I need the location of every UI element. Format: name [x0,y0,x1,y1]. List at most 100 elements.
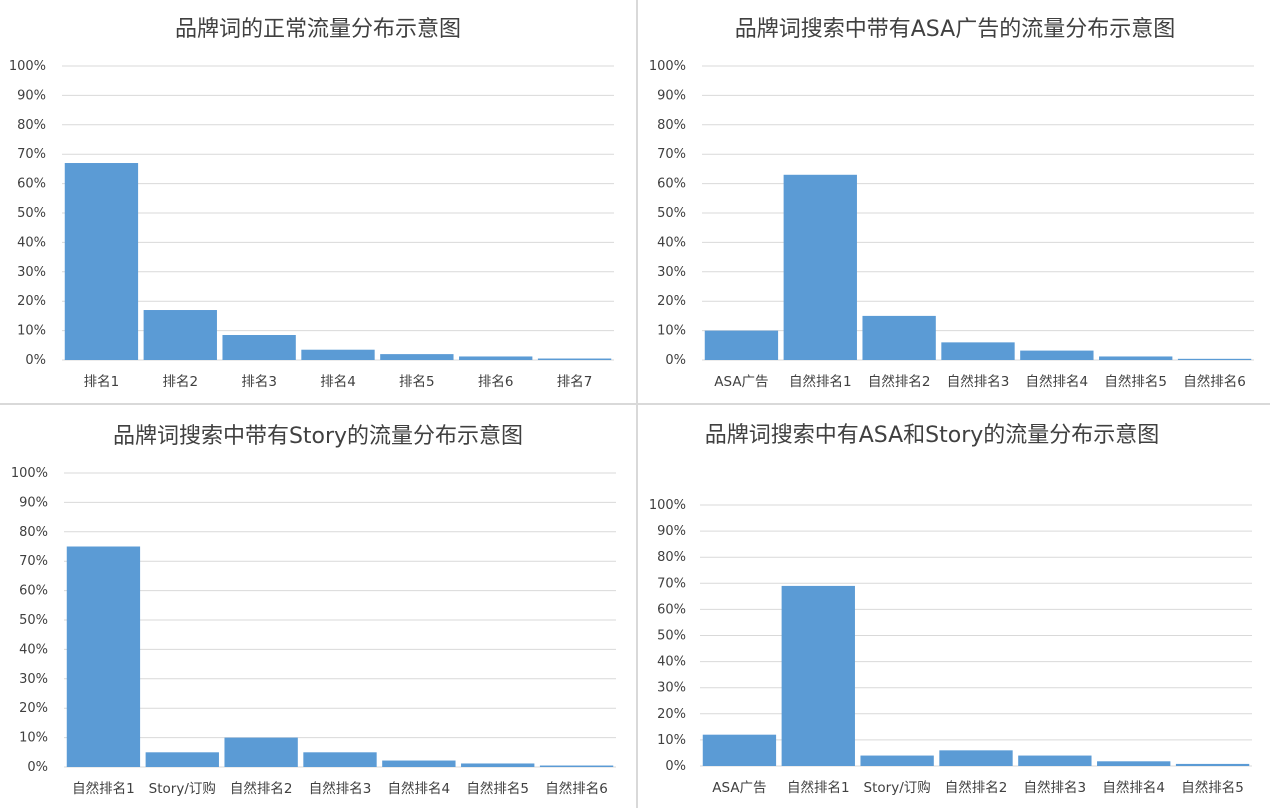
y-tick-label: 80% [657,550,686,565]
x-tick-label: 自然排名6 [1183,373,1246,390]
x-tick-label: 自然排名2 [868,373,931,390]
y-tick-label: 50% [657,206,686,221]
bar [224,737,298,767]
y-tick-label: 0% [665,759,686,774]
y-tick-label: 60% [19,584,48,599]
y-tick-label: 10% [17,324,46,339]
x-tick-label: 自然排名1 [787,779,850,796]
y-tick-label: 20% [19,701,48,716]
bar [461,763,535,767]
y-tick-label: 90% [657,524,686,539]
chart-title: 品牌词的正常流量分布示意图 [175,17,461,42]
y-tick-label: 30% [17,265,46,280]
bar [702,734,777,766]
y-tick-label: 20% [17,294,46,309]
y-tick-label: 40% [17,235,46,250]
y-tick-label: 60% [17,177,46,192]
x-tick-label: 排名1 [84,374,120,390]
bar [941,342,1015,360]
x-tick-label: 自然排名4 [1102,779,1165,796]
y-tick-label: 50% [19,613,48,628]
bar [303,752,377,767]
y-tick-label: 50% [657,629,686,644]
y-tick-label: 70% [657,576,686,591]
y-tick-label: 30% [657,681,686,696]
y-tick-label: 70% [657,147,686,162]
x-tick-label: 自然排名2 [230,780,293,797]
x-tick-label: 自然排名5 [466,780,529,797]
x-tick-label: ASA广告 [714,374,768,390]
y-tick-label: 100% [11,466,48,481]
y-tick-label: 80% [17,118,46,133]
y-tick-label: 60% [657,602,686,617]
bar [380,354,454,360]
bar [860,755,934,766]
x-tick-label: 排名6 [478,374,514,390]
bar [1175,763,1250,766]
y-tick-label: 70% [17,147,46,162]
y-tick-label: 100% [9,59,46,74]
x-tick-label: 排名3 [241,374,277,390]
bar [1097,761,1171,766]
x-tick-label: 自然排名3 [947,373,1010,390]
y-tick-label: 40% [657,235,686,250]
y-tick-label: 10% [657,733,686,748]
y-tick-label: 10% [657,324,686,339]
y-tick-label: 40% [657,655,686,670]
y-tick-label: 40% [19,642,48,657]
x-tick-label: 排名2 [162,374,198,390]
x-tick-label: 排名5 [399,374,435,390]
bar [781,585,855,766]
bar [1177,358,1252,360]
x-tick-label: ASA广告 [712,780,766,796]
x-tick-label: 自然排名4 [1026,373,1089,390]
x-tick-label: 排名7 [557,374,593,390]
bar [143,310,217,360]
y-tick-label: 0% [27,760,48,775]
bar [939,750,1013,766]
y-tick-label: 60% [657,177,686,192]
bar [537,358,612,360]
y-tick-label: 90% [657,88,686,103]
x-tick-label: 排名4 [320,374,356,390]
x-tick-label: 自然排名1 [789,373,852,390]
y-tick-label: 20% [657,707,686,722]
y-tick-label: 50% [17,206,46,221]
bar [862,315,936,360]
y-tick-label: 80% [657,118,686,133]
chart-title: 品牌词搜索中带有Story的流量分布示意图 [113,424,523,449]
x-tick-label: 自然排名5 [1104,373,1167,390]
bar [66,546,141,767]
x-tick-label: 自然排名3 [309,780,372,797]
y-tick-label: 0% [25,353,46,368]
bar [222,335,296,360]
x-tick-label: 自然排名5 [1181,779,1244,796]
x-tick-label: Story/订购 [149,781,216,797]
y-tick-label: 90% [19,495,48,510]
bar [539,765,614,767]
bar [1099,356,1173,360]
x-tick-label: 自然排名4 [388,780,451,797]
chart-title: 品牌词搜索中带有ASA广告的流量分布示意图 [735,17,1175,42]
x-tick-label: Story/订购 [864,780,931,796]
x-tick-label: 自然排名2 [945,779,1008,796]
x-tick-label: 自然排名6 [545,780,608,797]
x-tick-label: 自然排名1 [72,780,135,797]
bar [704,330,779,360]
y-tick-label: 30% [657,265,686,280]
y-tick-label: 10% [19,731,48,746]
y-tick-label: 0% [665,353,686,368]
y-tick-label: 80% [19,525,48,540]
x-tick-label: 自然排名3 [1024,779,1087,796]
bar [783,174,857,360]
bar [459,356,533,360]
bar [382,760,456,767]
bar [145,752,219,767]
bar [1018,755,1092,766]
y-tick-label: 90% [17,88,46,103]
horizontal-divider [0,403,1270,405]
bar [1020,350,1094,360]
y-tick-label: 70% [19,554,48,569]
bar [301,349,375,360]
